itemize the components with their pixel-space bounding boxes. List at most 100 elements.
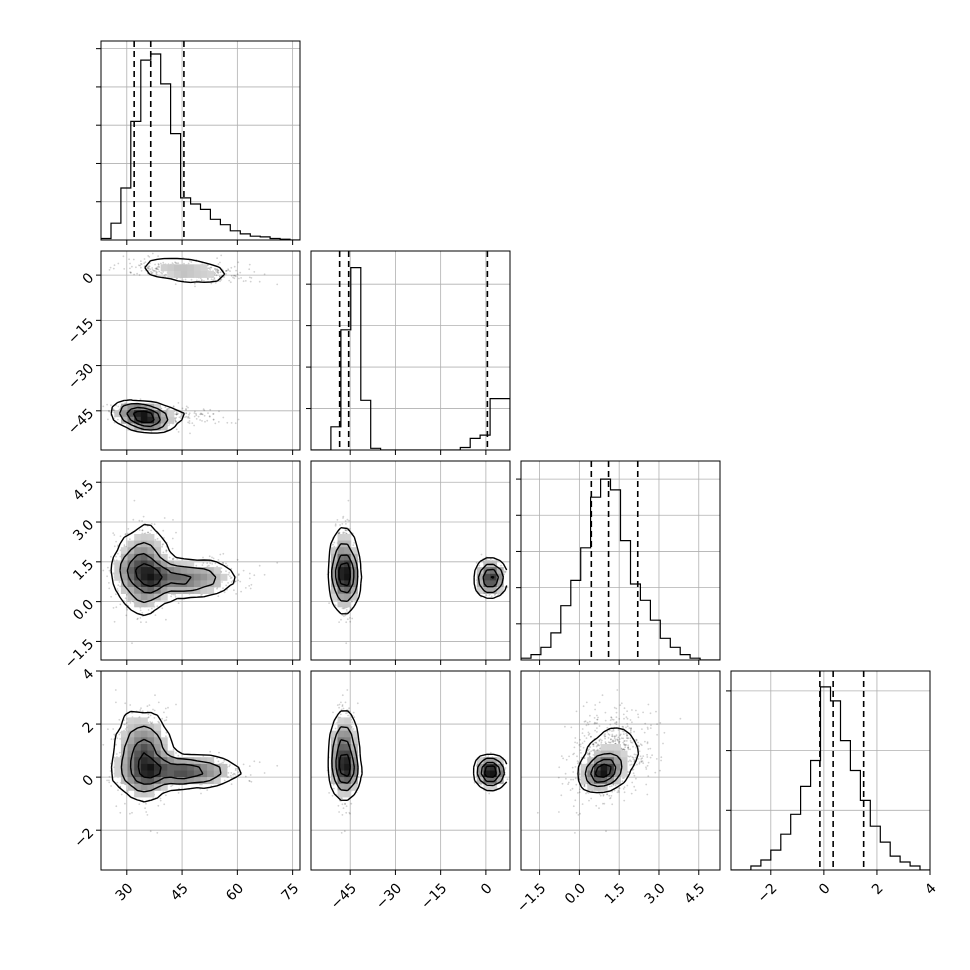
sample-point [163, 274, 166, 277]
density-cell [496, 567, 504, 575]
sample-point [157, 265, 160, 268]
sample-point [209, 750, 212, 753]
sample-point [133, 273, 136, 276]
density-cell [147, 534, 155, 541]
sample-point [185, 415, 188, 418]
sample-point [163, 517, 166, 519]
sample-point [230, 581, 233, 583]
sample-point [236, 558, 239, 561]
density-cell [350, 560, 358, 568]
density-cell [496, 587, 504, 594]
sample-point [188, 413, 190, 416]
sample-point [150, 529, 153, 532]
sample-point [346, 618, 349, 621]
sample-point [127, 528, 130, 530]
sample-point [175, 413, 178, 415]
sample-point [157, 255, 160, 257]
sample-point [225, 570, 227, 572]
density-cell [337, 600, 345, 608]
sample-point [220, 278, 223, 281]
density-cell [134, 410, 142, 418]
sample-point [139, 709, 142, 711]
sample-point [202, 556, 204, 559]
density-cell [120, 587, 128, 594]
sample-point [334, 524, 337, 527]
sample-point [340, 618, 342, 621]
density-cell [344, 593, 352, 601]
density-cell [114, 567, 122, 575]
contour-line [110, 523, 236, 617]
sample-point [171, 547, 174, 550]
density-cell [213, 573, 221, 581]
density-cell [344, 580, 352, 588]
sample-point [175, 413, 178, 416]
panel-content [102, 252, 279, 435]
sample-point [343, 615, 345, 617]
density-cell [337, 573, 345, 581]
density-cell [120, 580, 128, 588]
sample-point [117, 262, 120, 265]
sample-point [194, 410, 196, 413]
density-cell [496, 573, 504, 581]
sample-point [334, 523, 337, 526]
panel-content [102, 689, 279, 834]
sample-point [188, 420, 191, 422]
density-cell [154, 416, 162, 424]
density-cell [127, 593, 135, 601]
density-cell [127, 410, 135, 418]
sample-point [342, 607, 345, 610]
sample-point [190, 278, 193, 281]
sample-point [206, 562, 209, 565]
sample-point [238, 573, 240, 576]
density-cell [344, 567, 352, 575]
sample-point [348, 519, 350, 522]
density-cell [140, 410, 148, 418]
sample-point [229, 270, 231, 272]
sample-point [119, 603, 122, 606]
sample-point [250, 780, 253, 783]
sample-point [216, 257, 219, 260]
sample-point [193, 282, 196, 285]
panel-frame [100, 250, 301, 451]
sample-point [219, 275, 221, 278]
sample-point [244, 280, 247, 282]
density-cell [193, 580, 201, 588]
sample-point [155, 267, 158, 270]
sample-point [171, 537, 174, 540]
sample-point [217, 263, 220, 265]
sample-point [156, 266, 159, 269]
sample-point [115, 540, 117, 543]
density-cell [337, 534, 345, 541]
sample-point [172, 519, 174, 521]
sample-point [153, 269, 156, 272]
density-cell [114, 560, 122, 568]
sample-point [226, 564, 229, 567]
sample-point [349, 617, 351, 619]
sample-point [106, 575, 108, 578]
sample-point [147, 713, 150, 716]
sample-point [218, 751, 220, 754]
sample-point [129, 272, 132, 274]
sample-point [235, 593, 238, 595]
density-cell [154, 573, 162, 581]
sample-point [345, 621, 348, 624]
panel-content [326, 499, 509, 645]
sample-point [157, 263, 160, 265]
density-cell [350, 580, 358, 588]
sample-point [146, 267, 149, 270]
density-cell [167, 573, 175, 581]
sample-point [191, 422, 194, 424]
density-cell [174, 264, 181, 272]
density-cell [337, 547, 345, 555]
sample-point [200, 412, 202, 415]
density-cell [337, 567, 345, 575]
sample-point [490, 595, 493, 598]
sample-point [119, 555, 122, 558]
sample-point [230, 266, 233, 269]
sample-point [157, 701, 160, 704]
contour-line [118, 402, 169, 431]
sample-point [153, 709, 156, 712]
density-cell [207, 567, 215, 575]
sample-point [165, 273, 167, 276]
